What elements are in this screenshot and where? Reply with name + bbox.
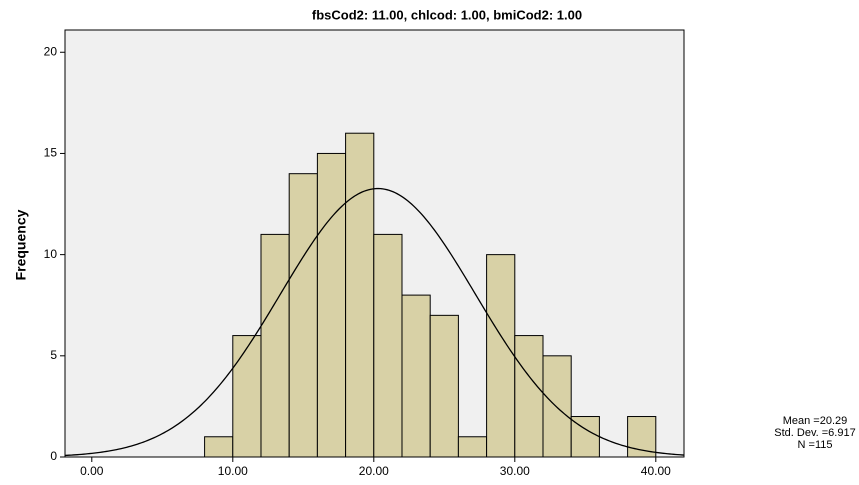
chart-title: fbsCod2: 11.00, chlcod: 1.00, bmiCod2: 1… <box>312 7 582 22</box>
bar <box>373 233 403 458</box>
bar <box>401 294 431 458</box>
bar <box>204 436 234 458</box>
y-tick-label: 20 <box>44 44 58 58</box>
y-tick-label: 5 <box>50 348 57 362</box>
normal-curve <box>64 187 685 457</box>
stat-mean: Mean =20.29 <box>783 415 848 427</box>
bar <box>316 152 347 458</box>
bar <box>627 416 657 458</box>
bar <box>514 335 544 458</box>
bar <box>232 335 262 458</box>
y-tick-label: 0 <box>50 449 57 463</box>
x-tick-label: 30.00 <box>500 464 530 478</box>
y-tick-label: 15 <box>44 146 58 160</box>
stat-sd: Std. Dev. =6.917 <box>774 427 855 439</box>
x-tick-label: 0.00 <box>80 464 104 478</box>
y-tick-label: 10 <box>44 247 58 261</box>
bar <box>260 233 290 458</box>
bar <box>457 436 488 458</box>
x-tick-label: 20.00 <box>359 464 389 478</box>
bar <box>486 254 516 458</box>
bar <box>345 132 375 458</box>
y-axis-label: Frequency <box>13 209 29 280</box>
stat-n: N =115 <box>798 439 833 451</box>
bar <box>542 355 572 458</box>
x-tick-label: 10.00 <box>218 464 248 478</box>
bar <box>429 314 459 458</box>
bar <box>288 173 318 458</box>
x-tick-label: 40.00 <box>641 464 671 478</box>
